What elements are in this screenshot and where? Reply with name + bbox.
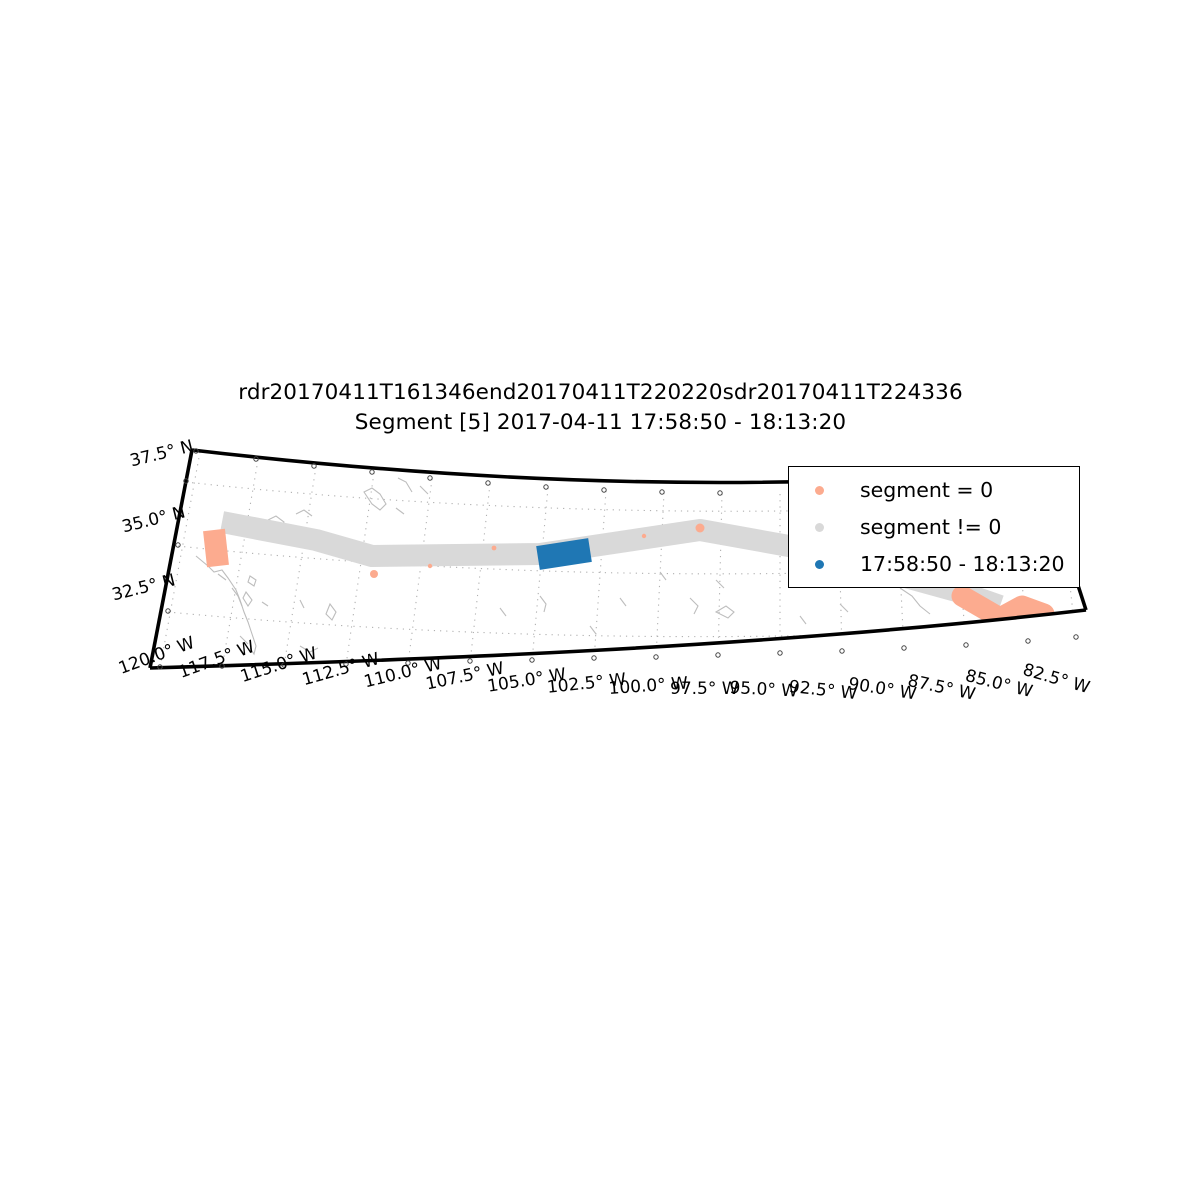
track-segment-selected: [536, 538, 592, 570]
legend-item-time-range[interactable]: 17:58:50 - 18:13:20: [789, 546, 1079, 583]
frame-ticks: [157, 448, 1079, 670]
legend-label-segment-nonzero: segment != 0: [860, 515, 1002, 539]
track-segment-zero: [203, 523, 1055, 629]
dot-marker: [815, 485, 824, 495]
chart-legend: segment = 0 segment != 0 17:58:50 - 18:1…: [788, 466, 1080, 588]
legend-item-segment-nonzero[interactable]: segment != 0: [789, 509, 1079, 546]
map-frame-bottom: [149, 608, 1087, 670]
legend-label-time-range: 17:58:50 - 18:13:20: [860, 552, 1065, 576]
dot-marker: [815, 559, 824, 569]
legend-item-segment-zero[interactable]: segment = 0: [789, 472, 1079, 509]
dot-marker: [815, 522, 824, 532]
lon-tick-97-5: 97.5° W: [670, 679, 739, 699]
legend-label-segment-zero: segment = 0: [860, 478, 994, 502]
map-frame-left: [148, 449, 194, 669]
